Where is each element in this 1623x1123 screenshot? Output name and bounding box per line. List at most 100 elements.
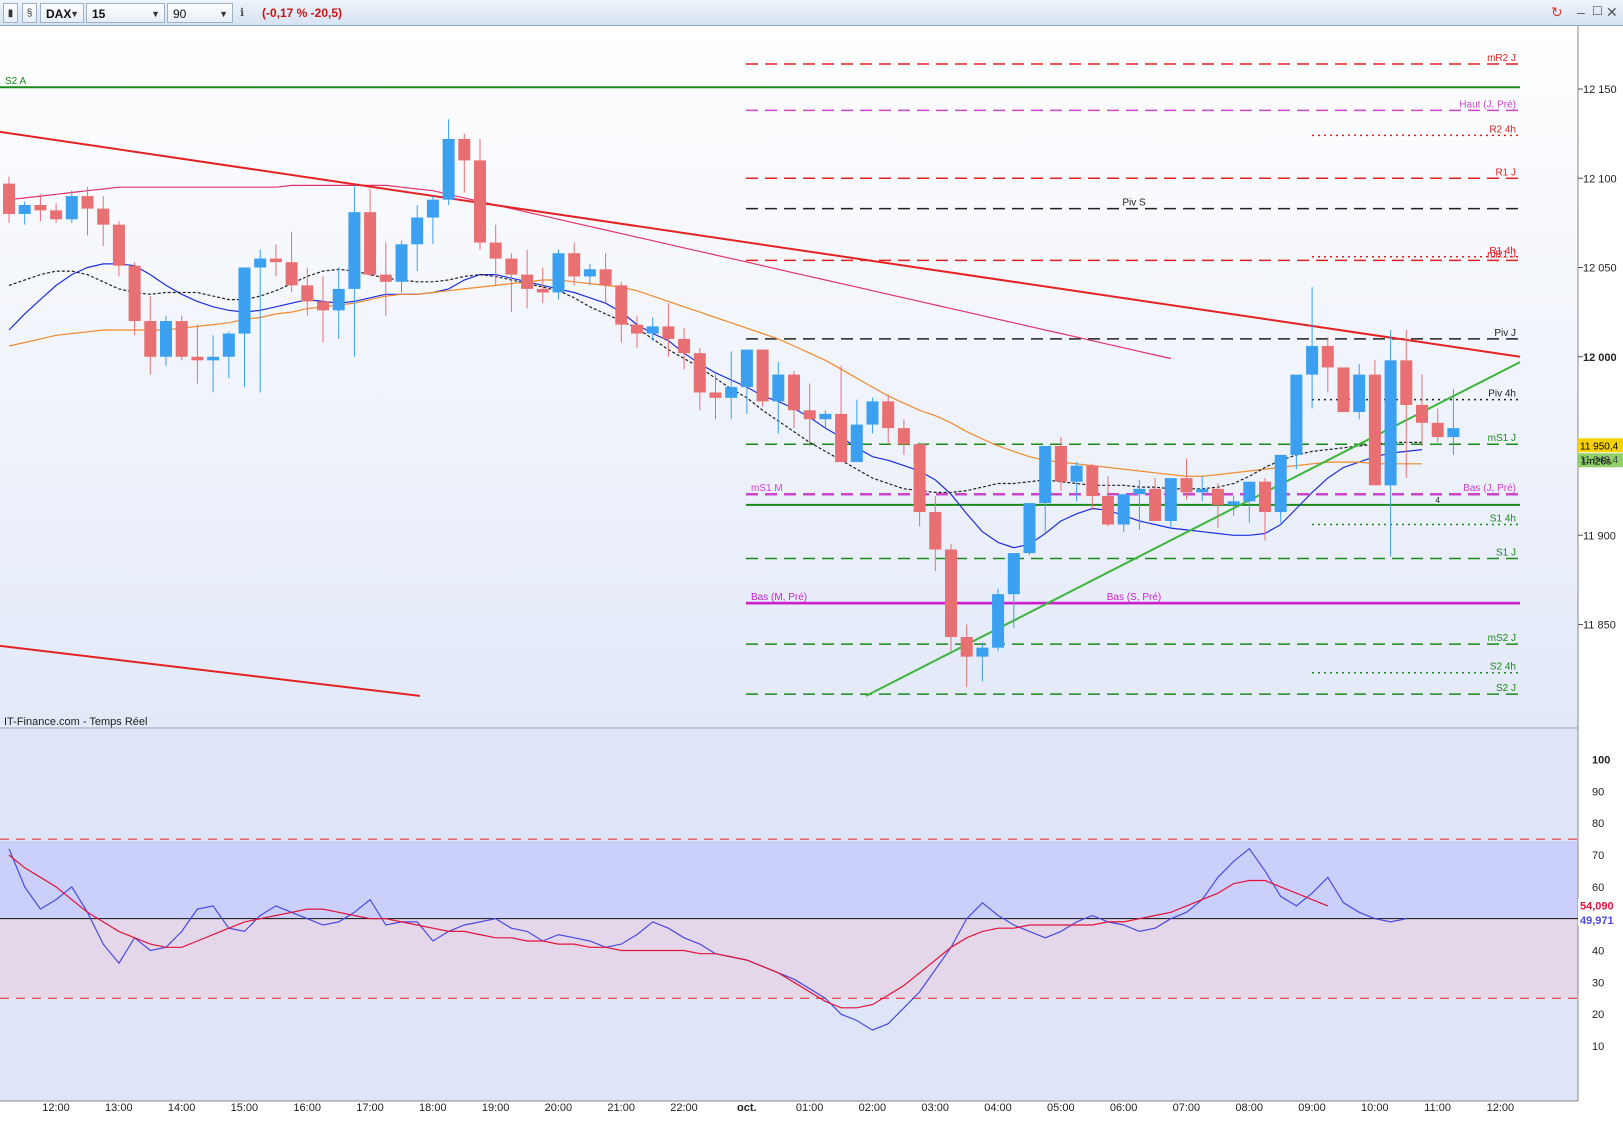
candle-body — [835, 413, 848, 463]
candle-body — [1290, 374, 1303, 455]
candle-body — [583, 269, 596, 277]
candle-body — [238, 267, 251, 334]
rsi-lower-zone — [0, 919, 1578, 998]
candle-body — [81, 196, 94, 209]
level-label: R1 4h — [1489, 246, 1516, 257]
change-label: (-0,17 % -20,5) — [262, 6, 343, 20]
level-label: S2 J — [1496, 683, 1516, 694]
level-label: Bas (S, Pré) — [1107, 592, 1161, 603]
y-tick-label: 11 900 — [1583, 530, 1616, 542]
rsi-y-tick-label: 60 — [1592, 882, 1604, 894]
x-tick-label: 11:00 — [1424, 1102, 1451, 1114]
info-icon[interactable]: ℹ — [240, 7, 245, 19]
trendline — [865, 361, 1521, 697]
candle-body — [1337, 367, 1350, 413]
chevron-down-icon: ▼ — [219, 9, 228, 19]
refresh-icon[interactable]: ↻ — [1551, 4, 1563, 20]
x-tick-label: 13:00 — [105, 1102, 133, 1114]
trendline — [0, 644, 421, 697]
candle-body — [317, 301, 329, 311]
timeframe-select[interactable]: 15 minutes▼ — [86, 3, 165, 41]
level-label: S1 4h — [1490, 514, 1516, 525]
maximize-icon[interactable]: ☐ — [1592, 4, 1603, 18]
last-price-tag — [1578, 438, 1623, 453]
candle-body — [897, 428, 910, 445]
candle-body — [1321, 346, 1334, 368]
y-tick-label: 12 150 — [1583, 84, 1617, 96]
y-tick-label: 12 050 — [1583, 263, 1617, 275]
candle-body — [1023, 503, 1036, 554]
level-label: mS1 M — [751, 483, 783, 494]
candle-body — [1211, 488, 1224, 505]
candle-body — [945, 549, 957, 637]
x-tick-label: 14:00 — [168, 1102, 196, 1114]
candle-body — [631, 324, 643, 334]
level-label: S2 A — [5, 76, 26, 87]
candle-body — [379, 274, 392, 282]
x-tick-label: 22:00 — [670, 1102, 698, 1114]
candle-body — [285, 262, 298, 286]
toolbar: ▮ § DAX▼ 15 minutes▼ 90 unités▼ ℹ (-0,17… — [0, 0, 1623, 41]
candle-body — [552, 253, 565, 293]
level-label: mS2 J — [1488, 633, 1516, 644]
candle-body — [709, 392, 722, 398]
candle-body — [1180, 478, 1193, 493]
candle-body — [1259, 481, 1271, 513]
candle-body — [175, 321, 188, 357]
candle-body — [97, 208, 110, 225]
candle-body — [913, 444, 926, 513]
candle-body — [222, 333, 235, 357]
bid-label: 11 948,4 — [1580, 455, 1619, 466]
candle-body — [207, 356, 220, 361]
close-icon[interactable]: ✕ — [1606, 4, 1618, 20]
candle-body — [756, 349, 769, 402]
candle-body — [34, 205, 47, 211]
candles-icon[interactable]: ▮ — [3, 3, 18, 23]
rsi-y-tick-label: 30 — [1592, 977, 1604, 989]
rsi-y-tick-label: 100 — [1592, 755, 1610, 767]
candle-body — [725, 387, 738, 398]
candle-body — [1353, 374, 1366, 413]
candle-body — [850, 424, 863, 463]
candle-body — [599, 269, 612, 286]
candle-body — [1117, 494, 1130, 525]
minimize-icon[interactable]: – — [1577, 4, 1585, 20]
x-tick-label: 12:00 — [1487, 1102, 1515, 1114]
candle-body — [474, 160, 486, 243]
candle-body — [803, 410, 816, 420]
candle-body — [489, 242, 502, 259]
candle-body — [1196, 488, 1209, 493]
x-tick-label: 12:00 — [42, 1102, 70, 1114]
candle-body — [160, 321, 172, 357]
candle-body — [1306, 346, 1319, 375]
x-tick-label: 09:00 — [1298, 1102, 1326, 1114]
candle-body — [18, 205, 31, 214]
candle-body — [1133, 488, 1146, 495]
units-select[interactable]: 90 unités▼ — [167, 3, 233, 41]
symbol-select[interactable]: DAX ▼ — [40, 3, 84, 23]
level-label: Piv S — [1122, 198, 1146, 209]
candle-body — [269, 258, 282, 263]
candle-body — [521, 274, 534, 289]
y-tick-label: 12 000 — [1583, 352, 1617, 364]
x-tick-label: 05:00 — [1047, 1102, 1075, 1114]
candle-body — [693, 353, 706, 393]
candle-body — [1416, 404, 1428, 423]
rsi-y-tick-label: 20 — [1592, 1009, 1604, 1021]
candle-body — [866, 401, 879, 425]
candle-body — [1149, 488, 1162, 521]
symbol-label: DAX — [46, 7, 72, 21]
x-tick-label: 19:00 — [482, 1102, 510, 1114]
candle-body — [615, 285, 628, 325]
rsi-upper-zone — [0, 841, 1578, 919]
chart-area[interactable]: mR2 J S2 A Haut (J, Pré) R2 4h R1 J Piv S R1 4… — [0, 26, 1623, 1123]
candle-body — [788, 374, 800, 411]
candle-body — [254, 258, 267, 268]
candle-body — [411, 217, 424, 245]
candle-body — [536, 288, 549, 293]
candle-body — [678, 338, 691, 354]
candle-body — [144, 321, 157, 357]
source-label: IT-Finance.com - Temps Réel — [4, 716, 147, 728]
link-icon[interactable]: § — [22, 3, 37, 23]
x-tick-label: 03:00 — [921, 1102, 949, 1114]
